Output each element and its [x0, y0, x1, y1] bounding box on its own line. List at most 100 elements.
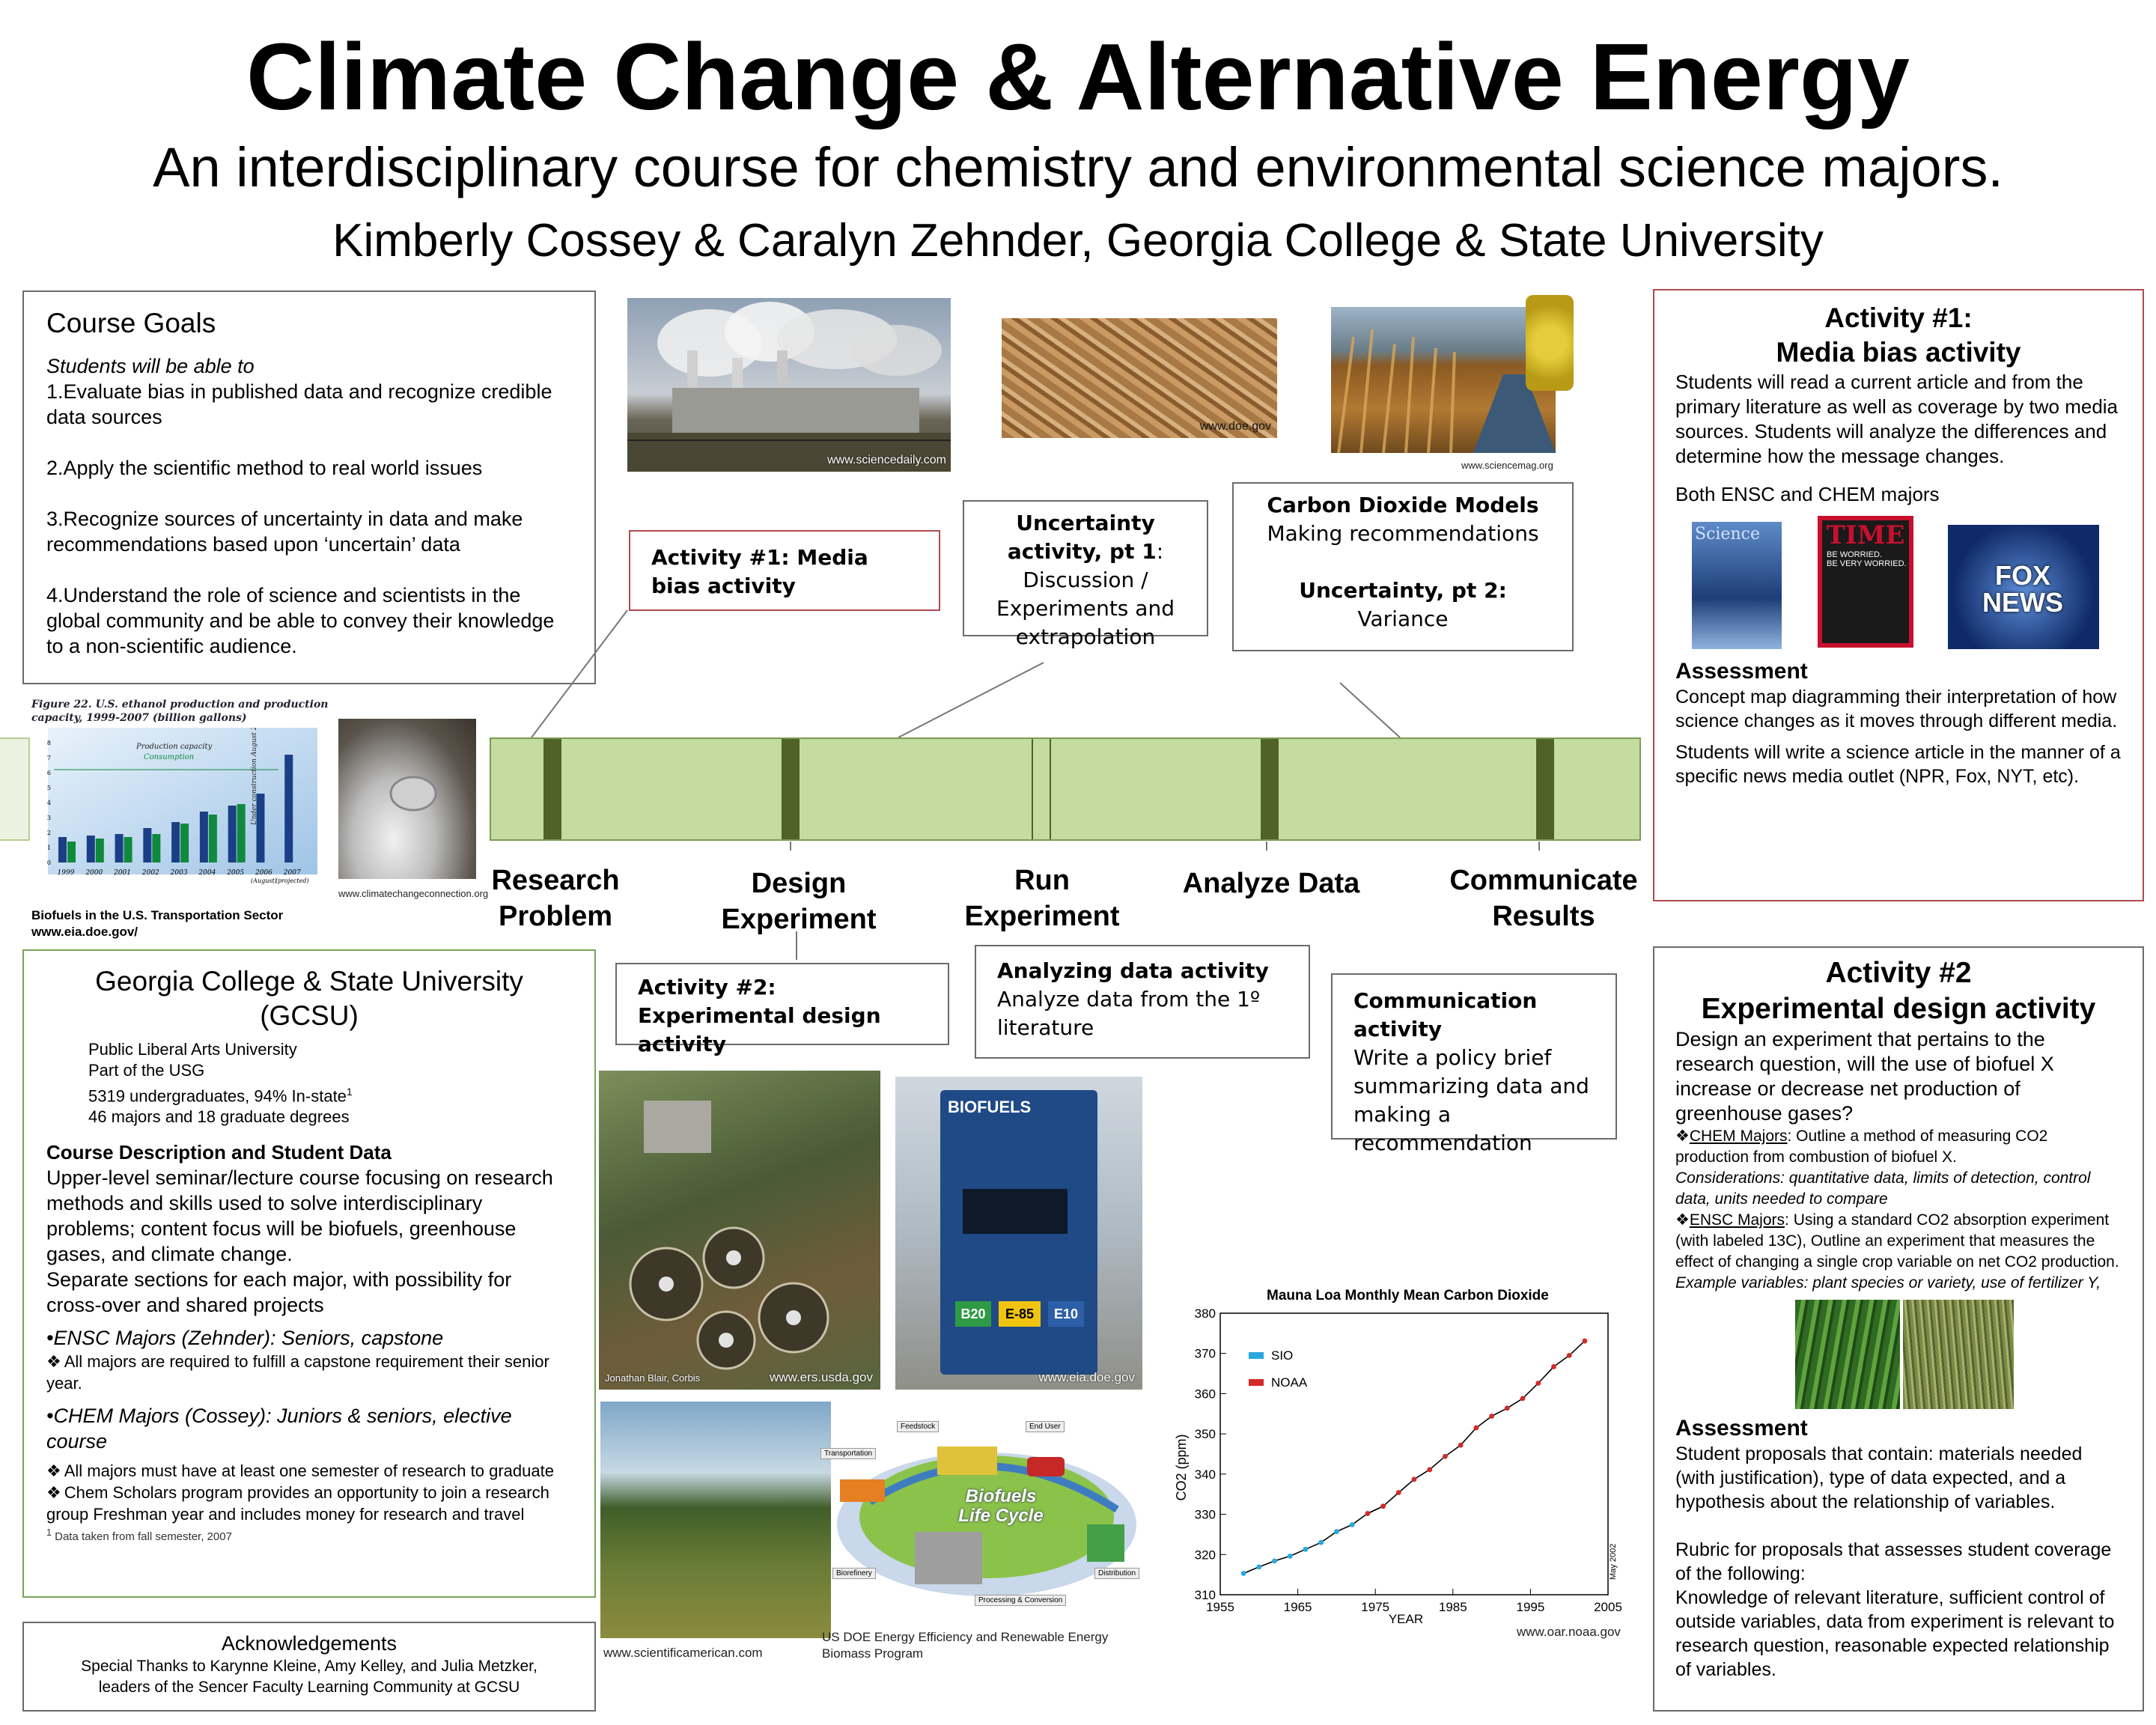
ethanol-chart: 0 1 2 3 4 5 6 7 8 1999 2000 2001 2002 2003 2004 2005 200… — [47, 728, 317, 884]
pump-credit: www.eia.doe.gov — [1038, 1370, 1135, 1384]
activity2-rubric-body: Knowledge of relevant literature, suffic… — [1675, 1587, 2115, 1680]
activity1-assessment-heading: Assessment — [1675, 659, 1808, 684]
co2-chart-panel: Mauna Loa Monthly Mean Carbon Dioxide 31… — [1169, 1280, 1633, 1632]
co2-ytick: 330 — [1195, 1508, 1216, 1522]
activity2-heading-2: Experimental design activity — [1701, 993, 2096, 1025]
fox-news-logo: FOX NEWS — [1948, 525, 2099, 649]
co2-models-box: Carbon Dioxide Models Making recommendat… — [1232, 482, 1574, 651]
lifecycle-credit: US DOE Energy Efficiency and Renewable E… — [822, 1630, 1109, 1661]
ensc-heading: •ENSC Majors (Zehnder): Seniors, capston… — [46, 1327, 444, 1350]
co2-ytick: 370 — [1195, 1347, 1216, 1361]
co2-point-noaa — [1535, 1381, 1541, 1386]
stage-run-experiment: Run Experiment — [964, 865, 1120, 932]
activity2-chem-text: : Outline a method of measuring CO2 prod… — [1675, 1128, 2048, 1166]
uncertainty2-sub: Variance — [1357, 606, 1449, 631]
aerial-credit-usda: www.ers.usda.gov — [770, 1370, 873, 1384]
co2-point-noaa — [1427, 1467, 1433, 1473]
co2-models-sub: Making recommendations — [1267, 521, 1539, 546]
co2-point-noaa — [1458, 1442, 1464, 1448]
uncertainty2-title: Uncertainty, pt 2: — [1299, 578, 1507, 603]
time-cover: TIME BE WORRIED. BE VERY WORRIED. — [1818, 516, 1913, 648]
analyzing-data-box: Analyzing data activity Analyze data fro… — [975, 945, 1310, 1059]
ethanol-bar — [237, 804, 246, 862]
co2-xtick: 1965 — [1284, 1600, 1312, 1614]
lifecycle-label: Feedstock — [897, 1421, 940, 1432]
course-goals-heading: Course Goals — [46, 308, 216, 338]
ethanol-xtick: 1999 — [58, 869, 75, 877]
ethanol-ytick: 3 — [47, 815, 51, 821]
ethanol-bar — [143, 828, 152, 862]
ethanol-xtick: 2004 — [198, 869, 216, 877]
corn-credit: www.sciencemag.org — [1461, 460, 1553, 471]
lifecycle-label: Transportation — [820, 1448, 877, 1459]
co2-point-noaa — [1443, 1453, 1448, 1459]
legend-label-sio: SIO — [1271, 1348, 1293, 1363]
ethanol-xtick-sub: (August) — [251, 877, 277, 884]
gcsu-fact: Public Liberal Arts University — [88, 1040, 297, 1059]
co2-ytick: 360 — [1195, 1387, 1216, 1401]
analyzing-data-body: Analyze data from the 1º literature — [997, 987, 1261, 1040]
media-covers: Science TIME BE WORRIED. BE VERY WORRIED… — [1675, 513, 2122, 654]
ethanol-bar — [124, 837, 133, 862]
co2-point-noaa — [1489, 1414, 1494, 1419]
ethanol-bar — [86, 836, 95, 862]
ethanol-xtick: 2006 — [255, 869, 272, 877]
crop-photos — [1675, 1298, 2122, 1411]
pump-grade-e10: E10 — [1048, 1301, 1084, 1327]
corn-field-photo-2 — [600, 1402, 831, 1638]
co2-point-sio — [1318, 1539, 1324, 1545]
lifecycle-label: Distribution — [1094, 1568, 1140, 1579]
activity2-chem-label: CHEM Majors — [1689, 1128, 1788, 1145]
course-goals-intro: Students will be able to — [46, 355, 255, 377]
gcsu-footnote: Data taken from fall semester, 2007 — [55, 1530, 232, 1544]
co2-point-sio — [1272, 1558, 1277, 1564]
stage-analyze-data: Analyze Data — [1182, 868, 1360, 899]
co2-annotation: May 2002 — [1609, 1544, 1618, 1580]
course-goal-item: 3.Recognize sources of uncertainty in da… — [46, 508, 523, 556]
timeline-marker — [782, 739, 800, 839]
chem-heading: •CHEM Majors (Cossey): Juniors & seniors… — [46, 1405, 512, 1453]
ethanol-ytick: 5 — [47, 785, 51, 791]
ethanol-legend-consumption: Consumption — [144, 753, 194, 761]
gcsu-fact: 5319 undergraduates, 94% In-state — [88, 1086, 347, 1106]
corn-field-photo — [1331, 307, 1556, 453]
gcsu-fact-footnote-mark: 1 — [346, 1086, 353, 1098]
co2-xlabel: YEAR — [1389, 1612, 1423, 1626]
course-goal-item: 4.Understand the role of science and sci… — [46, 584, 555, 657]
activity2-chem-considerations: Considerations: quantitative data, limit… — [1675, 1169, 2091, 1208]
ethanol-under-construction: Under construction August 2006 — [251, 728, 258, 825]
timeline-divider — [1032, 739, 1033, 839]
activity2-assessment: Student proposals that contain: material… — [1675, 1443, 2083, 1512]
co2-point-sio — [1256, 1564, 1262, 1570]
left-green-stub — [0, 737, 30, 841]
co2-point-noaa — [1582, 1338, 1588, 1344]
chem-item: Chem Scholars program provides an opport… — [46, 1482, 572, 1525]
ethanol-ytick: 7 — [47, 755, 51, 761]
ensc-item: All majors are required to fulfill a cap… — [46, 1351, 572, 1394]
co2-xtick: 2005 — [1594, 1600, 1622, 1614]
legend-swatch-sio — [1249, 1352, 1264, 1359]
gcsu-title: Georgia College & State University (GCSU… — [95, 966, 523, 1031]
uncertainty-title: Uncertainty activity, pt 1 — [1007, 511, 1157, 564]
science-cover-title: Science — [1695, 525, 1760, 544]
co2-point-noaa — [1566, 1353, 1572, 1358]
co2-point-noaa — [1365, 1511, 1371, 1516]
co2-xtick: 1955 — [1206, 1600, 1234, 1614]
field-credit: www.scientificamerican.com — [603, 1646, 763, 1660]
co2-chart-credit: www.oar.noaa.gov — [1517, 1625, 1621, 1639]
course-goal-item: 1.Evaluate bias in published data and re… — [46, 380, 552, 428]
chem-item: All majors must have at least one semest… — [46, 1460, 572, 1482]
timeline-divider — [1050, 739, 1051, 839]
co2-point-noaa — [1551, 1364, 1556, 1369]
uncertainty-box: Uncertainty activity, pt 1: Discussion /… — [963, 500, 1208, 649]
co2-point-noaa — [1473, 1425, 1479, 1431]
course-desc-heading: Course Description and Student Data — [46, 1141, 392, 1164]
activity1-heading-1: Activity #1: — [1824, 302, 1973, 333]
exhaust-photo — [338, 719, 476, 879]
ethanol-bar — [208, 815, 217, 862]
co2-point-noaa — [1504, 1405, 1510, 1411]
stage-design-experiment: Design Experiment — [721, 868, 877, 935]
activity1-heading-2: Media bias activity — [1776, 337, 2021, 368]
exhaust-credit: www.climatechangeconnection.org — [338, 888, 489, 899]
co2-legend: SIO NOAA — [1249, 1348, 1308, 1390]
